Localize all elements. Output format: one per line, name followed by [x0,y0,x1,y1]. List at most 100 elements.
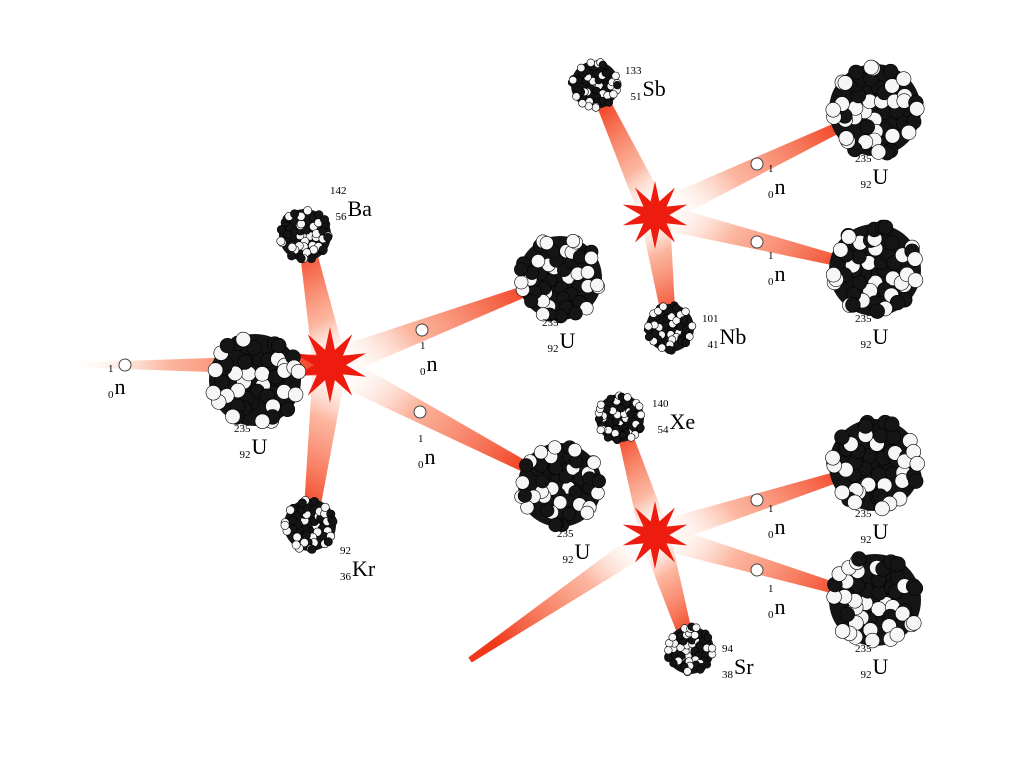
label-u235-tr2: 235 92U [855,316,888,348]
element-symbol: U [574,539,591,564]
label-u235-tr1: 235 92U [855,156,888,188]
nb101 [644,302,696,355]
label-n-mid-upper: 1 0n [420,343,438,375]
label-u235-upper: 235 92U [542,320,575,352]
label-n-mid-lower: 1 0n [418,436,436,468]
mass-number: 235 [557,528,574,540]
ba142 [277,206,333,262]
atomic-number: 0 [768,276,774,288]
label-sr94: 94 38Sr [722,646,754,678]
u235-upper [514,234,604,323]
label-u235-br1: 235 92U [855,511,888,543]
atomic-number: 92 [861,534,872,546]
mass-number: 235 [542,317,559,329]
atomic-number: 51 [631,91,642,103]
mass-number: 92 [340,545,351,557]
fission-chain-diagram: 10n23592U14256Ba9236Kr10n10n23592U23592U… [0,0,1024,767]
atomic-number: 36 [340,571,351,583]
neutron-top-a [751,158,763,170]
element-symbol: n [774,174,786,199]
element-symbol: Nb [719,324,747,349]
atomic-number: 92 [548,343,559,355]
neutron-top-b [751,236,763,248]
atomic-number: 92 [861,669,872,681]
label-n-bot-b: 1 0n [768,586,786,618]
u235-br1 [826,415,925,516]
atomic-number: 41 [708,339,719,351]
sr94 [664,623,715,676]
label-kr92: 92 36Kr [340,548,375,580]
element-symbol: Sb [642,76,666,101]
xe140 [595,392,645,444]
mass-number: 101 [702,313,719,325]
mass-number: 142 [330,185,347,197]
mass-number: 235 [855,313,872,325]
kr92 [281,496,337,553]
element-symbol: U [872,654,889,679]
label-u235-br2: 235 92U [855,646,888,678]
neutron-mid-upper [416,324,428,336]
element-symbol: U [872,324,889,349]
label-u235-initial: 235 92U [234,426,267,458]
element-symbol: Kr [351,556,375,581]
u235-lower [515,441,606,532]
u235-tr1 [826,60,924,160]
element-symbol: n [774,261,786,286]
label-nb101: 101 41Nb [702,316,746,348]
element-symbol: Ba [347,196,372,221]
element-symbol: Xe [669,409,696,434]
mass-number: 94 [722,643,733,655]
neutron-bot-b [751,564,763,576]
atomic-number: 92 [861,179,872,191]
u235-initial [206,332,306,428]
atomic-number: 92 [861,339,872,351]
atomic-number: 92 [240,449,251,461]
label-n-top-a: 1 0n [768,166,786,198]
label-sb133: 133 51Sb [625,68,666,100]
atomic-number: 56 [336,211,347,223]
mass-number: 1 [768,503,774,515]
atomic-number: 0 [768,189,774,201]
mass-number: 133 [625,65,642,77]
neutron-mid-lower [414,406,426,418]
element-symbol: n [774,594,786,619]
atomic-number: 38 [722,669,733,681]
label-u235-lower: 235 92U [557,531,590,563]
mass-number: 1 [768,583,774,595]
element-symbol: n [424,444,436,469]
element-symbol: U [872,519,889,544]
mass-number: 235 [855,153,872,165]
mass-number: 235 [855,643,872,655]
atomic-number: 0 [768,529,774,541]
mass-number: 1 [418,433,424,445]
u235-tr2 [826,220,923,319]
label-n-bot-a: 1 0n [768,506,786,538]
element-symbol: n [426,351,438,376]
mass-number: 1 [768,250,774,262]
mass-number: 1 [768,163,774,175]
neutron-bot-a [751,494,763,506]
element-symbol: n [114,374,126,399]
atomic-number: 0 [420,366,426,378]
element-symbol: U [251,434,268,459]
sb133 [568,59,621,112]
element-symbol: Sr [733,654,754,679]
label-xe140: 140 54Xe [652,401,695,433]
label-n-top-b: 1 0n [768,253,786,285]
mass-number: 140 [652,398,669,410]
mass-number: 1 [108,363,114,375]
element-symbol: U [559,328,576,353]
u235-br2 [827,552,923,648]
mass-number: 235 [234,423,251,435]
atomic-number: 0 [768,609,774,621]
label-ba142: 142 56Ba [330,188,372,220]
element-symbol: n [774,514,786,539]
mass-number: 235 [855,508,872,520]
atomic-number: 0 [108,389,114,401]
label-n-incoming: 1 0n [108,366,126,398]
mass-number: 1 [420,340,426,352]
element-symbol: U [872,164,889,189]
atomic-number: 54 [658,424,669,436]
atomic-number: 0 [418,459,424,471]
atomic-number: 92 [563,554,574,566]
